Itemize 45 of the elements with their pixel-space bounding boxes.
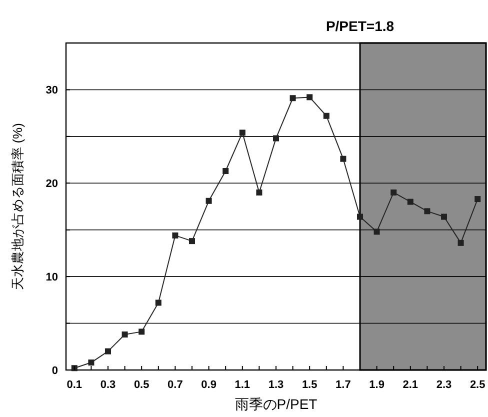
point xyxy=(138,328,145,335)
point xyxy=(390,189,397,196)
y-tick-label: 0 xyxy=(52,365,58,377)
x-tick-label: 1.7 xyxy=(336,379,351,391)
point xyxy=(340,156,346,162)
band-label: P/PET=1.8 xyxy=(326,18,394,34)
point xyxy=(206,198,212,204)
point xyxy=(424,208,430,214)
y-tick-label: 10 xyxy=(46,272,58,284)
x-tick-label: 0.7 xyxy=(168,379,183,391)
x-axis-title: 雨季のP/PET xyxy=(234,396,318,412)
x-tick-label: 1.5 xyxy=(302,379,318,391)
point xyxy=(441,214,447,220)
point xyxy=(357,214,363,220)
point xyxy=(172,232,178,238)
point xyxy=(458,240,464,246)
point xyxy=(122,331,128,338)
y-tick-label: 30 xyxy=(46,84,58,97)
point xyxy=(239,130,246,136)
point xyxy=(273,135,279,142)
point xyxy=(88,360,94,366)
x-tick-label: 0.5 xyxy=(134,379,150,391)
point xyxy=(222,168,229,174)
point xyxy=(189,238,195,244)
x-tick-label: 1.1 xyxy=(234,379,250,391)
point xyxy=(71,365,78,372)
point xyxy=(306,94,313,100)
x-tick-label: 0.3 xyxy=(100,379,116,391)
x-tick-label: 2.5 xyxy=(470,379,486,391)
point xyxy=(256,189,262,196)
x-tick-label: 1.9 xyxy=(369,379,384,391)
x-tick-label: 1.3 xyxy=(268,379,284,391)
point xyxy=(290,95,296,102)
point xyxy=(105,348,111,354)
point xyxy=(474,196,481,202)
point xyxy=(155,300,162,306)
point xyxy=(374,228,380,235)
point xyxy=(323,112,330,119)
x-tick-label: 0.1 xyxy=(66,379,82,391)
point xyxy=(407,198,414,205)
y-axis-title: 天水農地が占める面積率 (%) xyxy=(10,123,25,290)
y-tick-label: 20 xyxy=(46,178,58,190)
x-tick-label: 2.1 xyxy=(402,379,418,391)
x-tick-label: 0.9 xyxy=(201,379,216,391)
x-tick-label: 2.3 xyxy=(436,379,452,391)
